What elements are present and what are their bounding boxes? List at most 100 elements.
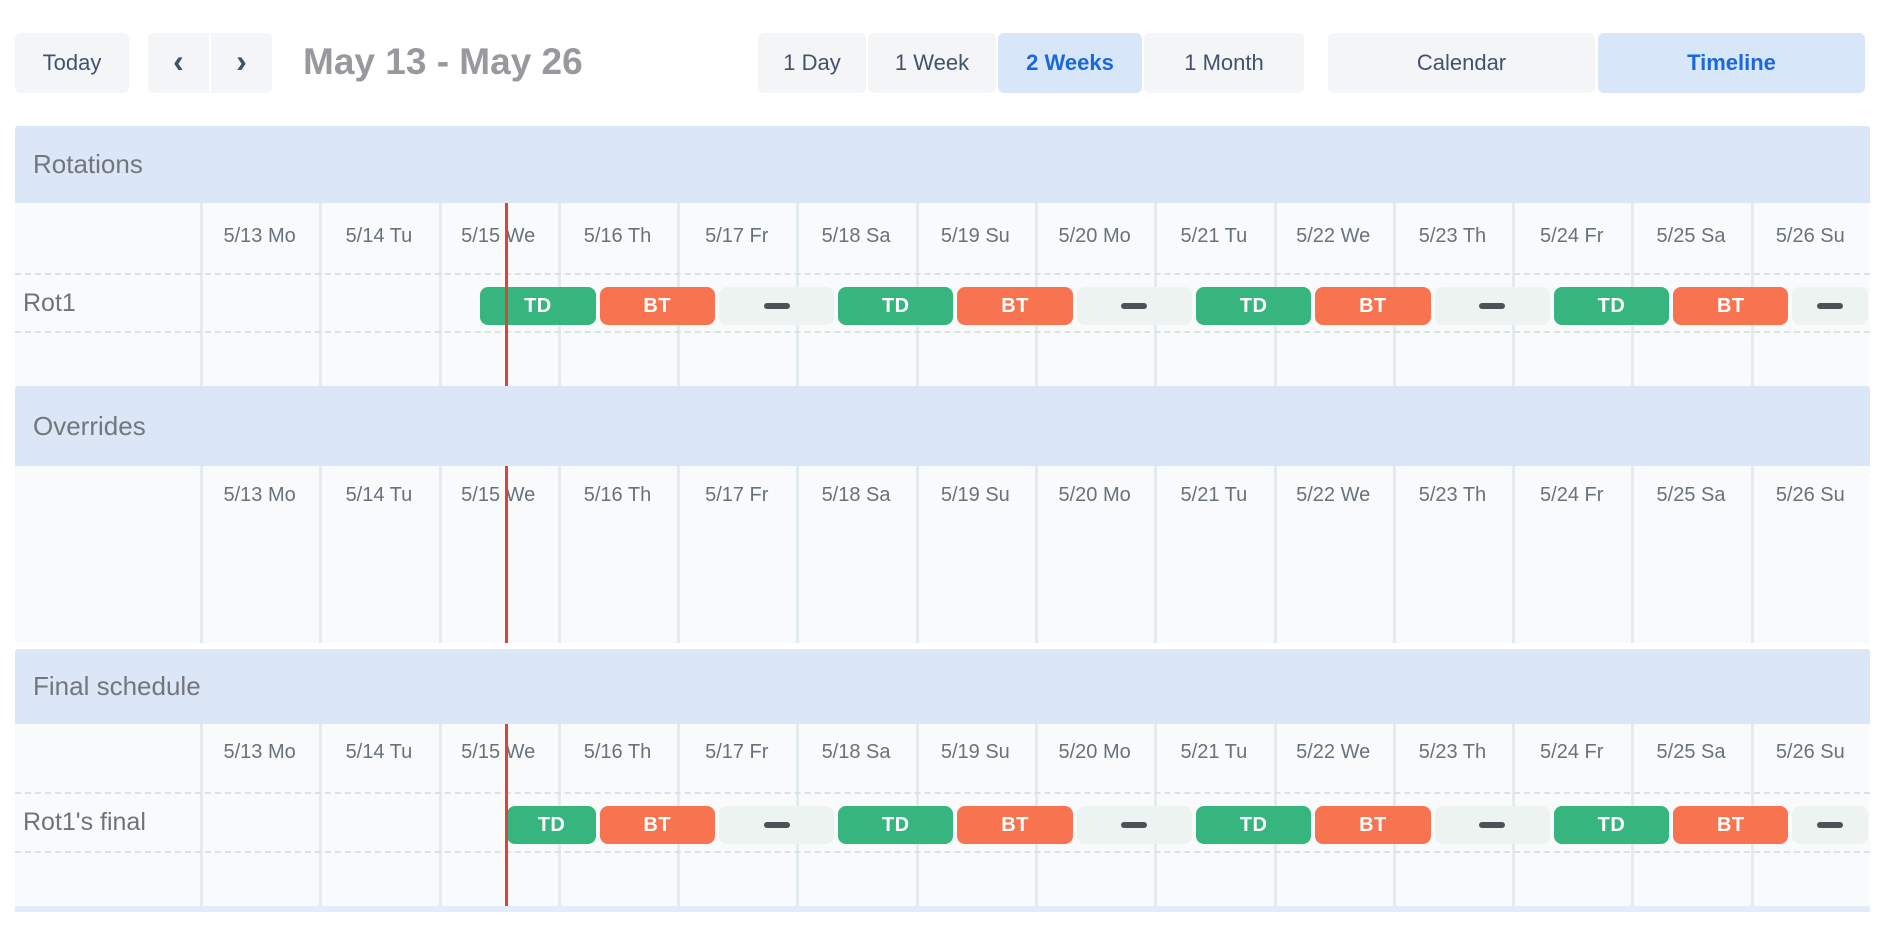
- day-column: [915, 466, 1035, 643]
- date-cell: 5/21 Tu: [1180, 484, 1248, 506]
- shift-block-td[interactable]: TD: [838, 806, 954, 844]
- gap-block[interactable]: [1434, 806, 1550, 844]
- date-cell: 5/25 Sa: [1656, 484, 1726, 506]
- mode-option-timeline[interactable]: Timeline: [1598, 33, 1865, 93]
- shift-block-bt[interactable]: BT: [599, 287, 715, 325]
- view-option-1-week[interactable]: 1 Week: [868, 33, 996, 93]
- shift-block-td[interactable]: TD: [1553, 287, 1670, 325]
- date-header-row: 5/13 Mo 5/14 Tu 5/15 We 5/16 Th 5/17 Fr 5/18 …: [200, 203, 1870, 273]
- day-column: [1631, 466, 1750, 643]
- section-grid-overrides: 5/13 Mo 5/14 Tu 5/15 We 5/16 Th 5/17 Fr 5/18 …: [15, 466, 1870, 643]
- date-cell: 5/15 We: [461, 741, 536, 763]
- gap-block[interactable]: [1434, 287, 1550, 325]
- date-cell: 5/26 Su: [1775, 484, 1845, 506]
- day-column: [200, 203, 319, 386]
- date-cell: 5/25 Sa: [1656, 225, 1726, 247]
- shift-block-bt[interactable]: BT: [1315, 806, 1431, 844]
- section-grid-rotations: 5/13 Mo 5/14 Tu 5/15 We 5/16 Th 5/17 Fr 5/18 …: [15, 203, 1870, 386]
- date-cell: 5/16 Th: [583, 484, 652, 506]
- schedule-page: Today ‹ › May 13 - May 26 1 Day 1 Week 2 W…: [0, 33, 1892, 947]
- day-column: [438, 724, 558, 906]
- no-coverage-dash-icon: [1121, 822, 1148, 828]
- date-cell: 5/19 Su: [940, 225, 1010, 247]
- shift-block-td[interactable]: TD: [1196, 287, 1312, 325]
- date-cell: 5/16 Th: [583, 225, 652, 247]
- chevron-right-icon: ›: [236, 43, 247, 79]
- shift-block-bt[interactable]: BT: [1673, 287, 1789, 325]
- schedule-row-rot1: Rot1 TD BT TD BT TD BT TD BT: [15, 273, 1870, 331]
- date-cell: 5/15 We: [461, 225, 536, 247]
- empty-row: [15, 331, 1870, 386]
- shift-track: TD BT TD BT TD BT TD BT: [200, 275, 1870, 331]
- shift-block-td[interactable]: TD: [1553, 806, 1670, 844]
- section-band-rotations: Rotations: [15, 126, 1870, 203]
- shift-block-bt[interactable]: BT: [957, 806, 1073, 844]
- view-option-1-day[interactable]: 1 Day: [758, 33, 866, 93]
- date-cell: 5/13 Mo: [223, 741, 296, 763]
- gap-block[interactable]: [718, 806, 835, 844]
- date-cell: 5/23 Th: [1418, 484, 1487, 506]
- no-coverage-dash-icon: [1479, 822, 1506, 828]
- date-cell: 5/24 Fr: [1540, 225, 1604, 247]
- next-period-button[interactable]: ›: [211, 33, 272, 93]
- no-coverage-dash-icon: [1817, 822, 1844, 828]
- shift-block-bt[interactable]: BT: [1315, 287, 1431, 325]
- day-column: [1034, 466, 1154, 643]
- date-cell: 5/17 Fr: [705, 225, 769, 247]
- previous-period-button[interactable]: ‹: [148, 33, 209, 93]
- gap-block[interactable]: [1792, 287, 1868, 325]
- date-cell: 5/19 Su: [940, 741, 1010, 763]
- date-cell: 5/20 Mo: [1058, 741, 1131, 763]
- section-gap: [15, 643, 1870, 649]
- day-column: [319, 466, 438, 643]
- day-column: [200, 466, 319, 643]
- row-label: Rot1's final: [23, 808, 146, 836]
- day-column: [319, 203, 438, 386]
- date-cell: 5/26 Su: [1775, 225, 1845, 247]
- shift-block-td[interactable]: TD: [1196, 806, 1312, 844]
- date-cell: 5/26 Su: [1775, 741, 1845, 763]
- day-column: [200, 724, 319, 906]
- view-option-2-weeks[interactable]: 2 Weeks: [998, 33, 1142, 93]
- date-cell: 5/24 Fr: [1540, 484, 1604, 506]
- day-column: [1392, 466, 1512, 643]
- row-label: Rot1: [23, 288, 76, 317]
- shift-block-bt[interactable]: BT: [599, 806, 715, 844]
- date-cell: 5/16 Th: [583, 741, 652, 763]
- empty-row: [15, 851, 1870, 906]
- shift-block-bt[interactable]: BT: [1673, 806, 1789, 844]
- gap-block[interactable]: [1076, 287, 1192, 325]
- date-header-row: 5/13 Mo 5/14 Tu 5/15 We 5/16 Th 5/17 Fr 5/18 …: [200, 724, 1870, 792]
- date-header-row: 5/13 Mo 5/14 Tu 5/15 We 5/16 Th 5/17 Fr 5/18 …: [200, 466, 1870, 643]
- date-cell: 5/13 Mo: [223, 225, 296, 247]
- today-button[interactable]: Today: [15, 33, 129, 93]
- view-range-button-group: 1 Day 1 Week 2 Weeks 1 Month: [758, 33, 1304, 93]
- no-coverage-dash-icon: [1479, 303, 1506, 309]
- chevron-left-icon: ‹: [173, 43, 184, 79]
- view-option-1-month[interactable]: 1 Month: [1144, 33, 1304, 93]
- shift-block-td[interactable]: TD: [507, 806, 596, 844]
- mode-option-calendar[interactable]: Calendar: [1328, 33, 1595, 93]
- date-cell: 5/22 We: [1296, 741, 1371, 763]
- calendar-timeline-toggle: Calendar Timeline: [1328, 33, 1865, 93]
- shift-block-td[interactable]: TD: [838, 287, 954, 325]
- section-title-overrides: Overrides: [33, 410, 146, 441]
- shift-track: TD BT TD BT TD BT TD BT: [200, 794, 1870, 851]
- date-cell: 5/14 Tu: [345, 741, 413, 763]
- next-section-band-sliver: [15, 906, 1870, 912]
- date-cell: 5/14 Tu: [345, 225, 413, 247]
- gap-block[interactable]: [1792, 806, 1868, 844]
- shift-block-td[interactable]: TD: [480, 287, 596, 325]
- gap-block[interactable]: [1076, 806, 1192, 844]
- day-column: [1154, 466, 1273, 643]
- day-column: [1750, 466, 1870, 643]
- no-coverage-dash-icon: [763, 822, 790, 828]
- day-column: [438, 466, 558, 643]
- date-cell: 5/18 Sa: [821, 741, 891, 763]
- shift-block-bt[interactable]: BT: [957, 287, 1073, 325]
- day-column: [1273, 466, 1393, 643]
- day-column: [557, 466, 677, 643]
- section-band-overrides: Overrides: [15, 386, 1870, 466]
- gap-block[interactable]: [718, 287, 835, 325]
- schedule-timeline: Rotations 5/13 Mo 5/14 Tu 5/15 We 5/16 Th 5/1…: [15, 126, 1870, 912]
